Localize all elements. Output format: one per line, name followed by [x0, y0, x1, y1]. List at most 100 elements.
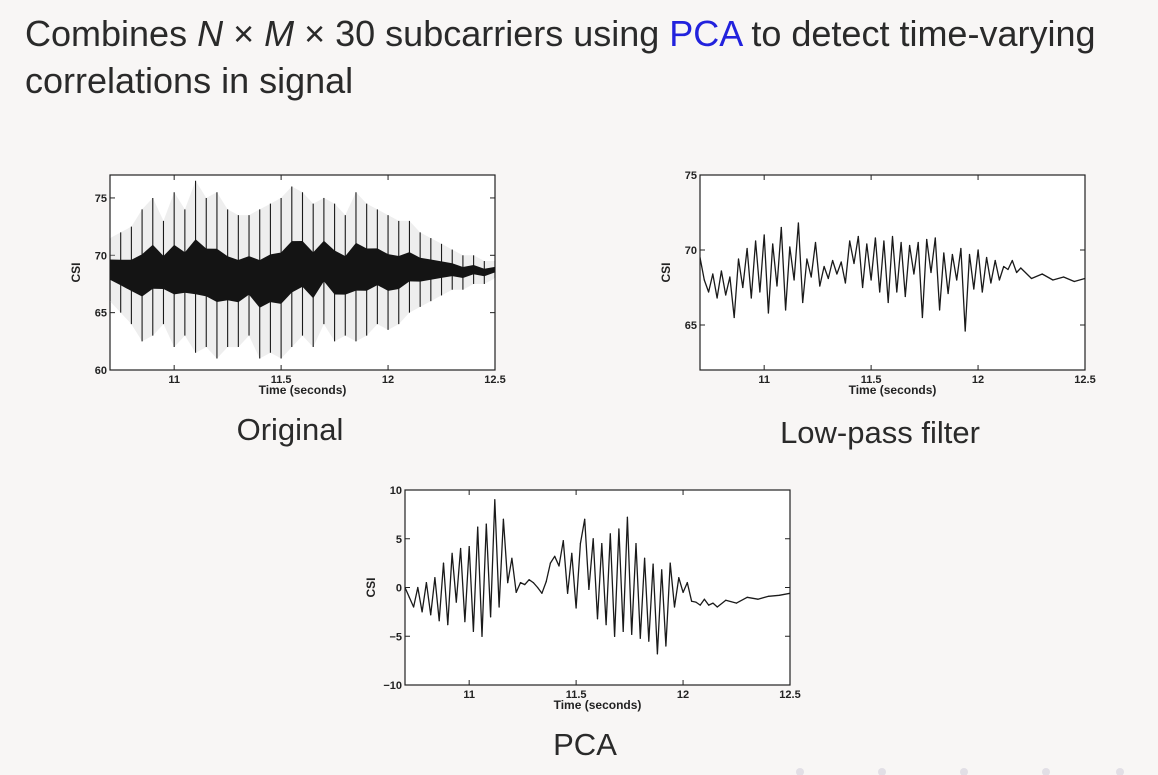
data-point: [511, 557, 513, 559]
data-point: [447, 624, 449, 626]
x-tick-label: 11: [168, 374, 180, 386]
data-point: [874, 237, 876, 239]
heading-times: ×: [223, 13, 265, 54]
data-point: [614, 635, 616, 637]
data-point: [1011, 259, 1013, 262]
data-point: [1052, 279, 1054, 281]
data-point: [639, 637, 641, 639]
data-point: [507, 582, 509, 584]
data-point: [733, 316, 735, 319]
data-point: [571, 552, 573, 554]
y-tick-label: 65: [685, 320, 697, 332]
x-tick-label: 12: [677, 689, 689, 701]
x-axis-label: Time (seconds): [849, 383, 937, 397]
data-point: [421, 611, 423, 613]
data-point: [964, 330, 966, 332]
data-point: [682, 591, 684, 593]
data-point: [746, 596, 748, 598]
data-point: [900, 241, 902, 244]
series-group: [700, 222, 1085, 332]
data-point: [494, 499, 496, 501]
y-tick-label: 60: [95, 365, 107, 377]
y-tick-label: 70: [95, 250, 107, 262]
data-point: [1073, 280, 1075, 283]
data-point: [673, 606, 676, 608]
y-tick-label: 5: [396, 534, 402, 546]
data-point: [849, 240, 851, 242]
heading-accent-pca: PCA: [669, 13, 742, 54]
data-point: [669, 562, 671, 564]
data-point: [490, 616, 492, 618]
data-point: [592, 538, 594, 540]
x-tick-label: 12.5: [484, 374, 505, 386]
data-point: [763, 234, 765, 236]
data-point: [716, 606, 718, 608]
chart-original: 11 11.5 12 12.5 60 65 70 75 Time (seconds) CSI: [69, 174, 506, 397]
data-point: [686, 582, 688, 584]
data-point: [1016, 271, 1018, 274]
data-point: [537, 586, 539, 589]
data-point: [883, 240, 885, 242]
x-tick-label: 12: [382, 374, 394, 386]
data-point: [485, 523, 487, 525]
data-point: [575, 607, 577, 609]
data-point: [562, 540, 564, 542]
slide-nav-dots[interactable]: [790, 762, 1130, 775]
data-point: [896, 291, 898, 293]
data-point: [477, 526, 479, 528]
chart-panel-pca: 11 11.5 12 12.5 −10 −5 0 5 10 Time (seconds) CSI: [355, 475, 805, 720]
x-tick-label: 12: [972, 374, 984, 386]
nav-dot: [1042, 768, 1050, 775]
y-tick-label: 75: [95, 193, 107, 205]
data-point: [644, 557, 646, 559]
y-axis-label: CSI: [69, 262, 83, 282]
data-point: [472, 630, 474, 632]
data-point: [515, 591, 517, 593]
data-point: [767, 312, 769, 314]
y-tick-label: 0: [396, 583, 402, 595]
data-point: [528, 579, 530, 581]
data-point: [691, 600, 693, 602]
x-tick-label: 11.5: [271, 374, 292, 386]
data-point: [708, 291, 710, 293]
data-point: [408, 596, 410, 598]
data-point: [725, 294, 727, 296]
data-point: [879, 291, 881, 293]
data-point: [977, 249, 979, 251]
data-point: [708, 604, 710, 606]
data-point: [695, 601, 697, 603]
y-tick-label: 10: [390, 485, 402, 497]
data-point: [545, 581, 547, 583]
data-point: [1063, 276, 1065, 278]
x-tick-label: 11.5: [861, 374, 882, 386]
data-point: [986, 256, 988, 259]
chart-pca: 11 11.5 12 12.5 −10 −5 0 5 10 Time (seconds) CSI: [364, 485, 801, 712]
data-point: [618, 528, 620, 530]
chart-low-pass: 11 11.5 12 12.5 65 70 75 Time (seconds) CSI: [659, 170, 1096, 397]
data-point: [776, 285, 778, 287]
data-point: [870, 279, 872, 281]
data-point: [981, 291, 983, 293]
data-point: [519, 582, 522, 584]
data-point: [498, 606, 500, 608]
series-core-band: [110, 239, 495, 308]
data-point: [968, 253, 971, 256]
data-point: [652, 563, 654, 565]
data-point: [712, 602, 714, 604]
data-point: [626, 516, 628, 518]
data-point: [703, 279, 705, 281]
data-point: [430, 614, 432, 616]
data-point: [939, 309, 941, 311]
data-point: [746, 247, 748, 250]
data-point: [793, 279, 795, 281]
data-point: [703, 598, 705, 600]
y-tick-label: −10: [383, 680, 402, 692]
nav-dot: [796, 768, 804, 775]
data-point: [797, 222, 799, 224]
data-point: [789, 592, 790, 594]
data-point: [554, 555, 556, 557]
data-point: [434, 577, 436, 579]
y-axis-label: CSI: [659, 262, 673, 282]
nav-dot: [960, 768, 968, 775]
data-point: [814, 241, 817, 244]
